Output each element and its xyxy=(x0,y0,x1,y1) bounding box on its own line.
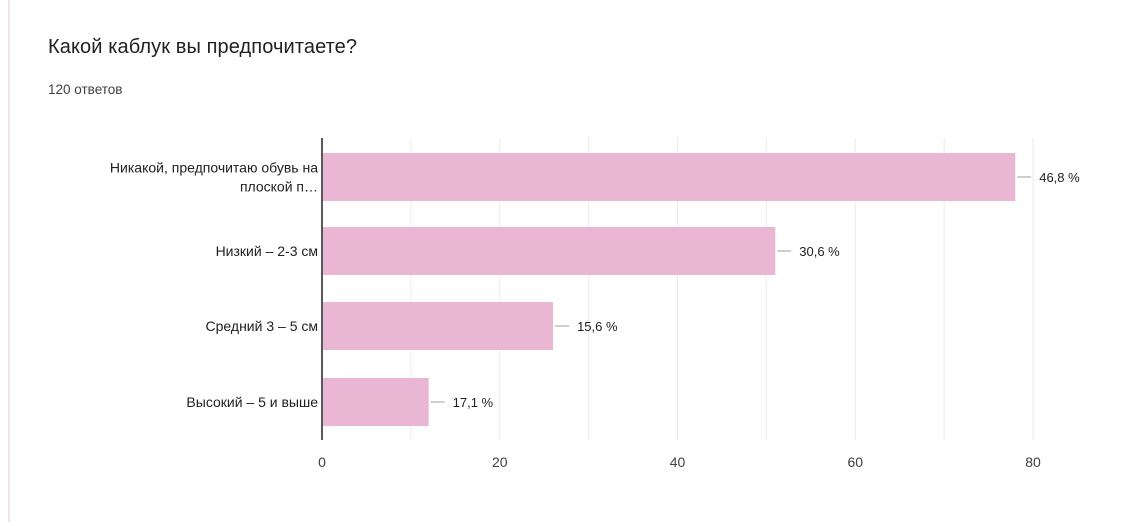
data-label: 46,8 % xyxy=(1039,170,1080,185)
x-tick-label: 60 xyxy=(847,454,863,470)
category-label: Средний 3 – 5 см xyxy=(206,318,318,334)
x-tick-label: 0 xyxy=(318,454,326,470)
bar-2 xyxy=(323,302,554,350)
x-tick-label: 20 xyxy=(492,454,508,470)
data-label: 30,6 % xyxy=(799,244,840,259)
category-label: Низкий – 2-3 см xyxy=(216,243,318,259)
axis-layer: 0 20 40 60 80 xyxy=(318,138,1041,470)
category-label: Высокий – 5 и выше xyxy=(186,394,318,410)
category-label: плоской п… xyxy=(240,179,318,195)
data-label: 17,1 % xyxy=(453,395,494,410)
bar-3 xyxy=(323,378,429,426)
category-label: Никакой, предпочитаю обувь на xyxy=(110,160,318,176)
question-title: Какой каблук вы предпочитаете? xyxy=(48,36,358,58)
bar-layer xyxy=(323,153,1032,426)
response-count: 120 ответов xyxy=(48,82,123,97)
data-label: 15,6 % xyxy=(577,319,618,334)
bar-1 xyxy=(323,227,776,275)
card-left-accent xyxy=(8,0,10,522)
x-tick-label: 80 xyxy=(1025,454,1041,470)
label-layer: 46,8 % Никакой, предпочитаю обувь на плоск… xyxy=(110,160,1080,411)
x-tick-label: 40 xyxy=(670,454,686,470)
bar-0 xyxy=(323,153,1016,201)
question-card: Какой каблук вы предпочитаете? 120 ответ… xyxy=(12,0,1147,522)
